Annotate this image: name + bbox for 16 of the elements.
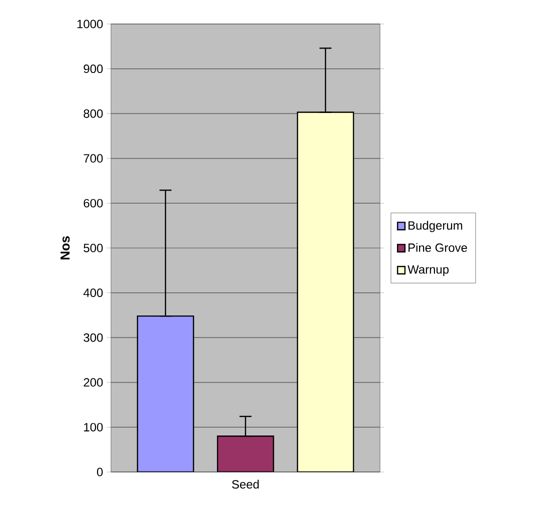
legend-label: Warnup [408, 265, 449, 276]
legend-label: Pine Grove [408, 243, 468, 252]
y-tick-label: 700 [84, 154, 103, 163]
y-tick-label: 100 [84, 422, 103, 432]
y-tick-label: 800 [84, 109, 103, 118]
y-tick-label: 600 [84, 198, 103, 208]
y-tick-label: 300 [84, 333, 103, 342]
y-axis-title: Nos [60, 236, 70, 260]
y-tick-label: 400 [83, 288, 103, 298]
y-tick-label: 0 [97, 468, 103, 476]
y-tick-label: 200 [84, 378, 103, 387]
legend-label: Budgerum [408, 220, 462, 232]
y-tick-label: 500 [84, 244, 103, 252]
x-tick-label: Seed [232, 480, 259, 489]
y-tick-label: 1000 [77, 20, 103, 28]
y-tick-label: 900 [84, 64, 103, 74]
